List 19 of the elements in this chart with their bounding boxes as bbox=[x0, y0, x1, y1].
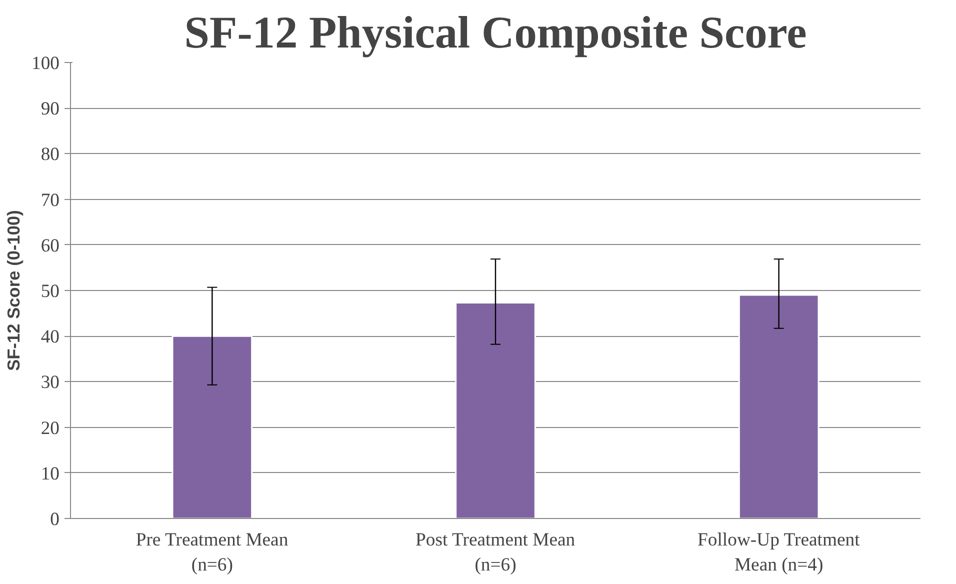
y-tick-label: 50 bbox=[40, 281, 60, 302]
y-axis-title: SF-12 Score (0-100) bbox=[4, 210, 24, 371]
y-tick-label: 0 bbox=[50, 509, 60, 530]
y-tick-label: 10 bbox=[40, 463, 60, 484]
y-tick-label: 20 bbox=[40, 418, 60, 439]
y-tick-label: 100 bbox=[32, 53, 60, 74]
y-tick-label: 80 bbox=[40, 144, 60, 166]
bar bbox=[455, 302, 536, 518]
chart-title: SF-12 Physical Composite Score bbox=[184, 8, 807, 58]
y-tick-label: 40 bbox=[40, 326, 60, 348]
bar bbox=[172, 335, 253, 518]
y-tick-label: 60 bbox=[40, 235, 60, 256]
bar bbox=[738, 294, 820, 518]
y-tick-label: 30 bbox=[40, 372, 60, 394]
x-tick-label: Pre Treatment Mean (n=6) bbox=[136, 530, 289, 576]
y-tick-label: 70 bbox=[40, 190, 60, 211]
y-tick-label: 90 bbox=[40, 98, 60, 120]
x-tick-label: Follow-Up Treatment Mean (n=4) bbox=[698, 530, 861, 576]
x-tick-label: Post Treatment Mean (n=6) bbox=[416, 530, 576, 576]
